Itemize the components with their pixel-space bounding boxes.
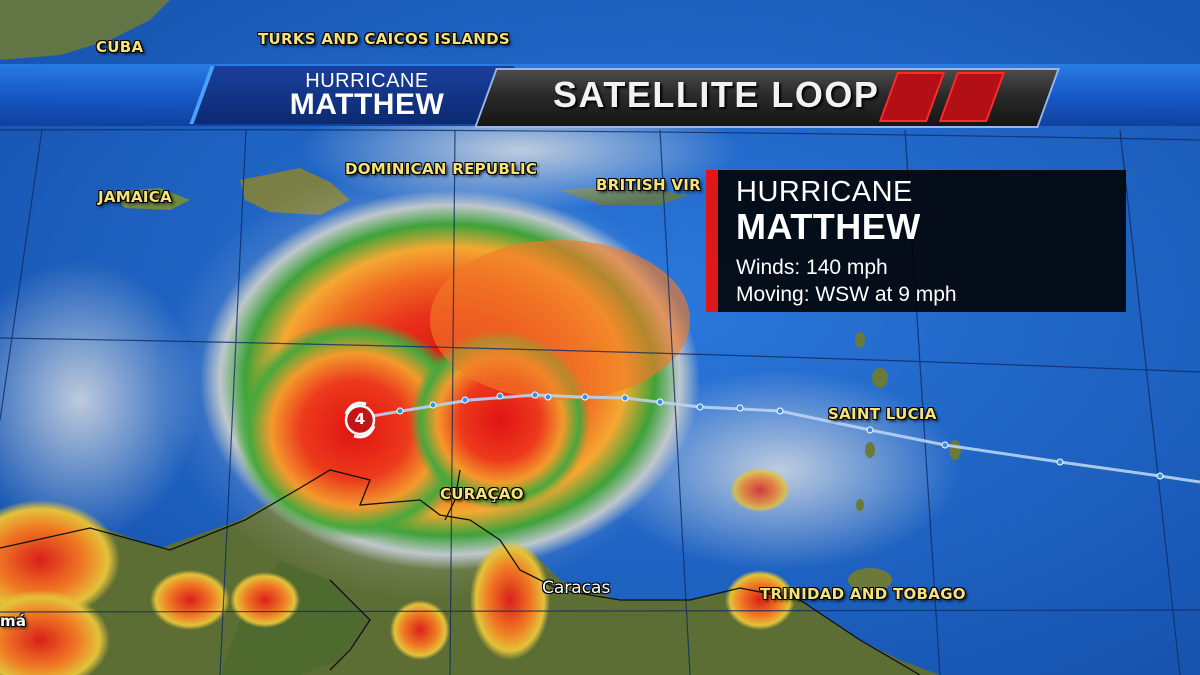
info-winds: Winds: 140 mph xyxy=(736,256,888,279)
label-cuba: CUBA xyxy=(96,38,144,56)
label-british-virgin-islands: BRITISH VIR xyxy=(596,176,701,194)
label-trinidad-and-tobago: TRINIDAD AND TOBAGO xyxy=(760,585,966,603)
label-turks-and-caicos: TURKS AND CAICOS ISLANDS xyxy=(258,30,510,48)
storm-category-number: 4 xyxy=(354,410,366,428)
label-panama-fragment: má xyxy=(0,612,27,630)
info-storm-type: HURRICANE xyxy=(736,176,913,208)
storm-info-panel: HURRICANE MATTHEW Winds: 140 mph Moving:… xyxy=(706,170,1126,312)
banner-storm-type: HURRICANE xyxy=(305,70,429,92)
label-saint-lucia: SAINT LUCIA xyxy=(828,405,937,423)
city-caracas: Caracas xyxy=(542,578,611,598)
label-dominican-republic: DOMINICAN REPUBLIC xyxy=(345,160,538,178)
product-title: SATELLITE LOOP xyxy=(553,74,880,115)
info-moving: Moving: WSW at 9 mph xyxy=(736,283,957,306)
info-accent-bar xyxy=(706,170,718,312)
banner-storm-name: MATTHEW xyxy=(289,88,445,121)
title-banner: HURRICANE MATTHEW SATELLITE LOOP xyxy=(0,64,1200,128)
label-jamaica: JAMAICA xyxy=(98,188,173,206)
label-curacao: CURAÇAO xyxy=(440,485,524,503)
info-storm-name: MATTHEW xyxy=(736,206,921,247)
hurricane-icon xyxy=(344,401,376,439)
